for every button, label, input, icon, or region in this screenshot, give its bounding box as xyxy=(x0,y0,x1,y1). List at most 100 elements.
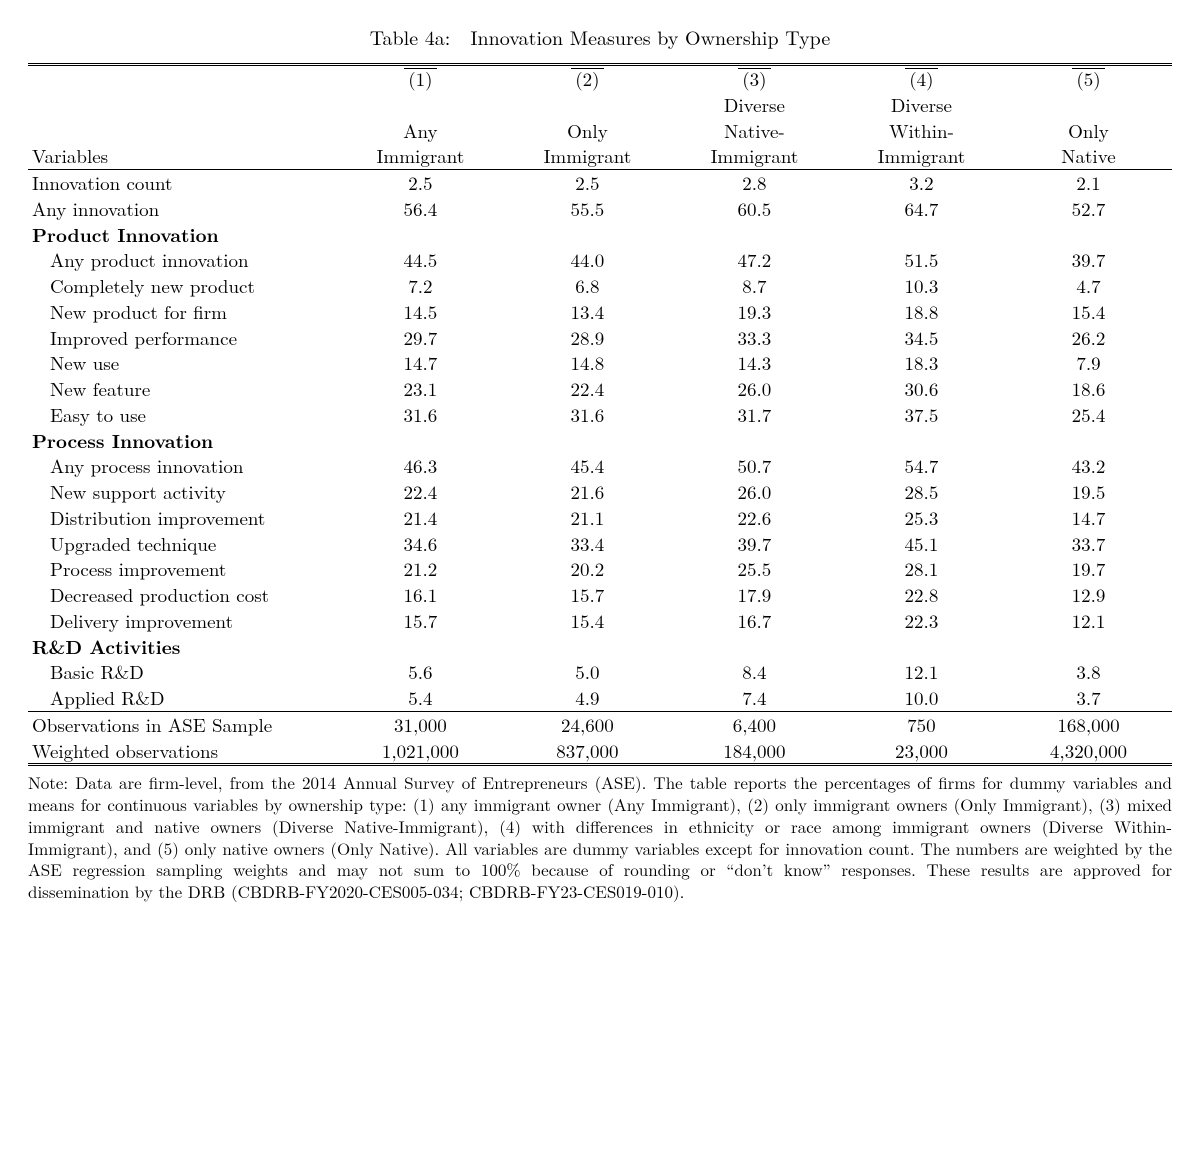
header-row-l3: Variables Immigrant Immigrant Immigrant … xyxy=(28,143,1172,169)
col-num-2: (2) xyxy=(571,68,603,89)
cell-value: 2.5 xyxy=(337,170,504,196)
cell-value: 3.2 xyxy=(838,170,1005,196)
table-row: Easy to use31.631.631.737.525.4 xyxy=(28,402,1172,428)
innovation-table: (1) (2) (3) (4) (5) Diverse Diverse Any … xyxy=(28,63,1172,766)
cell-value: 25.3 xyxy=(838,505,1005,531)
footer-row: Observations in ASE Sample31,00024,6006,… xyxy=(28,711,1172,737)
col-l2-2: Only xyxy=(504,118,671,144)
table-row: New support activity22.421.626.028.519.5 xyxy=(28,479,1172,505)
cell-value: 44.5 xyxy=(337,247,504,273)
footer-value: 23,000 xyxy=(838,738,1005,765)
table-row: Upgraded technique34.633.439.745.133.7 xyxy=(28,531,1172,557)
cell-value: 7.2 xyxy=(337,273,504,299)
cell-value: 18.3 xyxy=(838,350,1005,376)
cell-value: 28.1 xyxy=(838,556,1005,582)
row-label: New product for firm xyxy=(28,299,337,325)
footer-value: 31,000 xyxy=(337,711,504,737)
footer-value: 6,400 xyxy=(671,711,838,737)
cell-value: 34.6 xyxy=(337,531,504,557)
col-l3-2: Immigrant xyxy=(504,143,671,169)
cell-value: 31.6 xyxy=(504,402,671,428)
footer-value: 184,000 xyxy=(671,738,838,765)
cell-value: 7.4 xyxy=(671,685,838,711)
row-label: Applied R&D xyxy=(28,685,337,711)
cell-value: 44.0 xyxy=(504,247,671,273)
row-label: Upgraded technique xyxy=(28,531,337,557)
row-label: Process improvement xyxy=(28,556,337,582)
cell-value: 46.3 xyxy=(337,453,504,479)
cell-value: 47.2 xyxy=(671,247,838,273)
table-row: Innovation count2.52.52.83.22.1 xyxy=(28,170,1172,196)
footer-value: 1,021,000 xyxy=(337,738,504,765)
cell-value: 12.9 xyxy=(1005,582,1172,608)
cell-value: 45.4 xyxy=(504,453,671,479)
row-label: Completely new product xyxy=(28,273,337,299)
header-row-nums: (1) (2) (3) (4) (5) xyxy=(28,65,1172,92)
cell-value: 26.0 xyxy=(671,479,838,505)
table-row: R&D Activities xyxy=(28,634,1172,660)
col-l3-5: Native xyxy=(1005,143,1172,169)
table-row: Applied R&D5.44.97.410.03.7 xyxy=(28,685,1172,711)
row-label: Any process innovation xyxy=(28,453,337,479)
footer-value: 4,320,000 xyxy=(1005,738,1172,765)
table-note: Note: Data are firm-level, from the 2014… xyxy=(28,772,1172,903)
cell-value: 22.3 xyxy=(838,608,1005,634)
cell-value: 21.6 xyxy=(504,479,671,505)
footer-value: 750 xyxy=(838,711,1005,737)
cell-value: 55.5 xyxy=(504,196,671,222)
cell-value: 13.4 xyxy=(504,299,671,325)
cell-value: 16.1 xyxy=(337,582,504,608)
cell-value: 31.6 xyxy=(337,402,504,428)
cell-value: 22.8 xyxy=(838,582,1005,608)
table-row: New feature23.122.426.030.618.6 xyxy=(28,376,1172,402)
row-label: Delivery improvement xyxy=(28,608,337,634)
col-l2-3: Native- xyxy=(671,118,838,144)
cell-value: 4.7 xyxy=(1005,273,1172,299)
table-row: Any process innovation46.345.450.754.743… xyxy=(28,453,1172,479)
cell-value: 15.7 xyxy=(504,582,671,608)
cell-value: 10.0 xyxy=(838,685,1005,711)
table-row: New product for firm14.513.419.318.815.4 xyxy=(28,299,1172,325)
cell-value: 14.7 xyxy=(1005,505,1172,531)
cell-value: 37.5 xyxy=(838,402,1005,428)
cell-value: 33.7 xyxy=(1005,531,1172,557)
col-l1-2 xyxy=(504,92,671,118)
table-row: Distribution improvement21.421.122.625.3… xyxy=(28,505,1172,531)
col-l1-1 xyxy=(337,92,504,118)
cell-value: 21.4 xyxy=(337,505,504,531)
cell-value: 26.0 xyxy=(671,376,838,402)
section-header: Process Innovation xyxy=(28,428,1172,454)
cell-value: 19.7 xyxy=(1005,556,1172,582)
footer-label: Observations in ASE Sample xyxy=(28,711,337,737)
cell-value: 51.5 xyxy=(838,247,1005,273)
cell-value: 20.2 xyxy=(504,556,671,582)
cell-value: 8.7 xyxy=(671,273,838,299)
header-row-l1: Diverse Diverse xyxy=(28,92,1172,118)
row-label: Improved performance xyxy=(28,325,337,351)
cell-value: 3.7 xyxy=(1005,685,1172,711)
cell-value: 2.1 xyxy=(1005,170,1172,196)
cell-value: 22.4 xyxy=(504,376,671,402)
col-l2-1: Any xyxy=(337,118,504,144)
row-label: Innovation count xyxy=(28,170,337,196)
cell-value: 5.4 xyxy=(337,685,504,711)
cell-value: 12.1 xyxy=(838,659,1005,685)
footer-row: Weighted observations1,021,000837,000184… xyxy=(28,738,1172,765)
col-l1-5 xyxy=(1005,92,1172,118)
cell-value: 16.7 xyxy=(671,608,838,634)
col-l1-4: Diverse xyxy=(838,92,1005,118)
cell-value: 25.5 xyxy=(671,556,838,582)
row-label: New support activity xyxy=(28,479,337,505)
table-row: Product Innovation xyxy=(28,222,1172,248)
cell-value: 39.7 xyxy=(671,531,838,557)
cell-value: 28.9 xyxy=(504,325,671,351)
table-row: New use14.714.814.318.37.9 xyxy=(28,350,1172,376)
footer-value: 168,000 xyxy=(1005,711,1172,737)
row-label: Any innovation xyxy=(28,196,337,222)
section-header: Product Innovation xyxy=(28,222,1172,248)
col-num-5: (5) xyxy=(1072,68,1104,89)
cell-value: 19.3 xyxy=(671,299,838,325)
cell-value: 60.5 xyxy=(671,196,838,222)
cell-value: 5.0 xyxy=(504,659,671,685)
title-text: Innovation Measures by Ownership Type xyxy=(470,22,830,51)
